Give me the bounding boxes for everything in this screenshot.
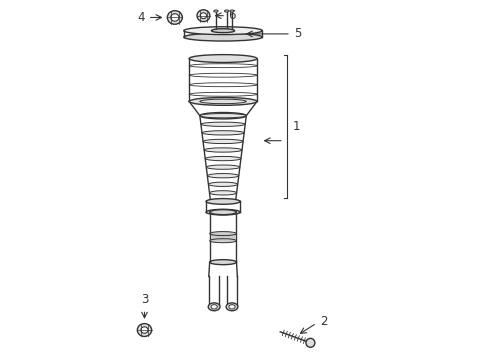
Ellipse shape <box>208 303 220 311</box>
Ellipse shape <box>201 122 244 126</box>
Ellipse shape <box>197 10 209 22</box>
Ellipse shape <box>209 210 236 215</box>
Text: 1: 1 <box>292 120 300 133</box>
Ellipse shape <box>225 303 237 311</box>
Ellipse shape <box>229 10 234 12</box>
Ellipse shape <box>167 11 182 24</box>
Ellipse shape <box>206 165 240 169</box>
Ellipse shape <box>202 131 244 135</box>
Ellipse shape <box>200 13 206 19</box>
Text: 5: 5 <box>294 27 301 40</box>
Ellipse shape <box>200 112 246 119</box>
Text: 6: 6 <box>227 9 235 22</box>
Bar <box>209 234 236 241</box>
Ellipse shape <box>141 327 148 333</box>
Ellipse shape <box>224 10 228 12</box>
Ellipse shape <box>213 10 218 12</box>
Ellipse shape <box>205 199 240 204</box>
Ellipse shape <box>228 305 235 309</box>
Text: 2: 2 <box>320 315 327 328</box>
Ellipse shape <box>203 139 243 144</box>
Ellipse shape <box>203 148 242 152</box>
Ellipse shape <box>208 182 237 186</box>
Ellipse shape <box>209 239 236 243</box>
Ellipse shape <box>305 338 314 347</box>
Ellipse shape <box>200 113 246 118</box>
Text: 3: 3 <box>141 293 148 306</box>
Ellipse shape <box>189 55 257 63</box>
Ellipse shape <box>209 231 236 235</box>
Ellipse shape <box>209 260 236 265</box>
Ellipse shape <box>189 98 257 105</box>
Ellipse shape <box>137 324 151 337</box>
Ellipse shape <box>183 27 262 35</box>
Ellipse shape <box>183 33 262 41</box>
Ellipse shape <box>207 174 238 178</box>
Ellipse shape <box>205 209 240 215</box>
Ellipse shape <box>211 29 234 33</box>
Ellipse shape <box>210 199 235 203</box>
Text: 4: 4 <box>138 11 145 24</box>
Ellipse shape <box>205 157 241 161</box>
Ellipse shape <box>209 191 236 195</box>
Ellipse shape <box>210 305 217 309</box>
Ellipse shape <box>170 14 179 21</box>
